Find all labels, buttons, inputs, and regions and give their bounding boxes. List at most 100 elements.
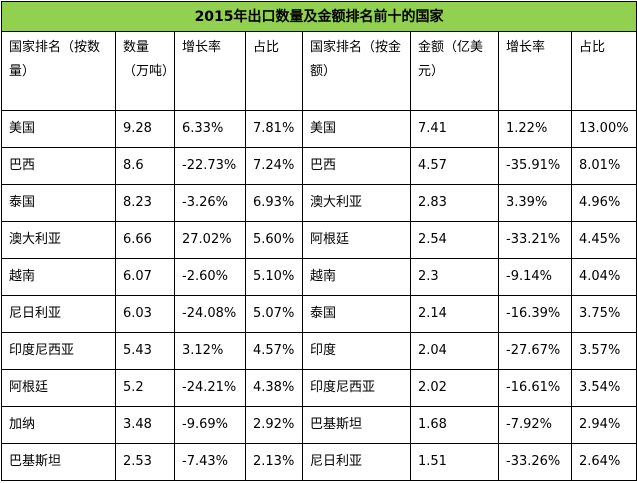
amount-growth-cell: -9.14% [498, 258, 572, 296]
amount-growth-cell: -35.91% [498, 147, 572, 185]
country-by-amount-cell: 尼日利亚 [302, 443, 411, 481]
table-row: 加纳 3.48 -9.69% 2.92% 巴基斯坦 1.68 -7.92% 2.94% [1, 406, 637, 444]
country-by-quantity-cell: 澳大利亚 [1, 221, 116, 259]
header-share-quantity: 占比 [245, 31, 303, 111]
quantity-cell: 6.07 [115, 258, 175, 296]
header-rank-by-amount: 国家排名（按金额） [302, 31, 411, 111]
amount-cell: 2.54 [410, 221, 499, 259]
quantity-growth-cell: -3.26% [174, 184, 246, 222]
header-quantity: 数量（万吨） [115, 31, 175, 111]
amount-cell: 1.68 [410, 406, 499, 444]
country-by-quantity-cell: 阿根廷 [1, 369, 116, 407]
quantity-growth-cell: 3.12% [174, 332, 246, 370]
quantity-cell: 5.43 [115, 332, 175, 370]
amount-share-cell: 3.75% [570, 295, 637, 333]
quantity-share-cell: 2.92% [245, 406, 303, 444]
table-title: 2015年出口数量及金额排名前十的国家 [0, 1, 637, 32]
quantity-cell: 6.03 [115, 295, 175, 333]
amount-share-cell: 13.00% [570, 110, 637, 148]
quantity-growth-cell: -9.69% [174, 406, 246, 444]
amount-cell: 2.14 [410, 295, 499, 333]
amount-cell: 4.57 [410, 147, 499, 185]
amount-growth-cell: -33.26% [498, 443, 572, 481]
quantity-share-cell: 7.24% [245, 147, 303, 185]
country-by-amount-cell: 美国 [302, 110, 411, 148]
country-by-amount-cell: 巴西 [302, 147, 411, 185]
quantity-share-cell: 2.13% [245, 443, 303, 481]
quantity-cell: 6.66 [115, 221, 175, 259]
country-by-amount-cell: 泰国 [302, 295, 411, 333]
amount-growth-cell: -16.39% [498, 295, 572, 333]
table-row: 巴基斯坦 2.53 -7.43% 2.13% 尼日利亚 1.51 -33.26% 2.64% [1, 443, 637, 481]
quantity-share-cell: 5.60% [245, 221, 303, 259]
quantity-share-cell: 5.07% [245, 295, 303, 333]
table-row: 印度尼西亚 5.43 3.12% 4.57% 印度 2.04 -27.67% 3.57% [1, 332, 637, 370]
quantity-growth-cell: -7.43% [174, 443, 246, 481]
quantity-cell: 5.2 [115, 369, 175, 407]
amount-share-cell: 4.45% [570, 221, 637, 259]
header-amount: 金额（亿美元） [410, 31, 499, 111]
amount-cell: 2.83 [410, 184, 499, 222]
quantity-share-cell: 5.10% [245, 258, 303, 296]
amount-growth-cell: 1.22% [498, 110, 572, 148]
table-row: 澳大利亚 6.66 27.02% 5.60% 阿根廷 2.54 -33.21% 4.45% [1, 221, 637, 259]
quantity-cell: 2.53 [115, 443, 175, 481]
amount-share-cell: 2.64% [570, 443, 637, 481]
country-by-amount-cell: 越南 [302, 258, 411, 296]
amount-share-cell: 3.54% [570, 369, 637, 407]
amount-cell: 2.04 [410, 332, 499, 370]
country-by-quantity-cell: 印度尼西亚 [1, 332, 116, 370]
table-row: 泰国 8.23 -3.26% 6.93% 澳大利亚 2.83 3.39% 4.96% [1, 184, 637, 222]
quantity-growth-cell: 6.33% [174, 110, 246, 148]
quantity-growth-cell: -24.08% [174, 295, 246, 333]
header-share-amount: 占比 [570, 31, 637, 111]
table-row: 越南 6.07 -2.60% 5.10% 越南 2.3 -9.14% 4.04% [1, 258, 637, 296]
quantity-cell: 3.48 [115, 406, 175, 444]
amount-cell: 1.51 [410, 443, 499, 481]
table-row: 美国 9.28 6.33% 7.81% 美国 7.41 1.22% 13.00% [1, 110, 637, 148]
amount-growth-cell: -33.21% [498, 221, 572, 259]
country-by-amount-cell: 印度 [302, 332, 411, 370]
amount-share-cell: 4.04% [570, 258, 637, 296]
amount-growth-cell: -16.61% [498, 369, 572, 407]
amount-cell: 7.41 [410, 110, 499, 148]
header-growth-rate-amount: 增长率 [498, 31, 572, 111]
country-by-quantity-cell: 巴基斯坦 [1, 443, 116, 481]
quantity-growth-cell: 27.02% [174, 221, 246, 259]
header-growth-rate-quantity: 增长率 [174, 31, 246, 111]
country-by-quantity-cell: 巴西 [1, 147, 116, 185]
amount-growth-cell: 3.39% [498, 184, 572, 222]
table-row: 尼日利亚 6.03 -24.08% 5.07% 泰国 2.14 -16.39% 3.75% [1, 295, 637, 333]
country-by-amount-cell: 印度尼西亚 [302, 369, 411, 407]
table-row: 阿根廷 5.2 -24.21% 4.38% 印度尼西亚 2.02 -16.61% 3.54% [1, 369, 637, 407]
quantity-share-cell: 4.38% [245, 369, 303, 407]
quantity-growth-cell: -2.60% [174, 258, 246, 296]
amount-share-cell: 3.57% [570, 332, 637, 370]
quantity-share-cell: 4.57% [245, 332, 303, 370]
country-by-quantity-cell: 越南 [1, 258, 116, 296]
quantity-growth-cell: -22.73% [174, 147, 246, 185]
title-row: 2015年出口数量及金额排名前十的国家 [0, 1, 637, 32]
quantity-cell: 8.23 [115, 184, 175, 222]
table-row: 巴西 8.6 -22.73% 7.24% 巴西 4.57 -35.91% 8.01% [1, 147, 637, 185]
header-row: 国家排名（按数量） 数量（万吨） 增长率 占比 国家排名（按金额） 金额（亿美元… [1, 31, 637, 111]
amount-share-cell: 8.01% [570, 147, 637, 185]
quantity-growth-cell: -24.21% [174, 369, 246, 407]
country-by-amount-cell: 巴基斯坦 [302, 406, 411, 444]
country-by-amount-cell: 阿根廷 [302, 221, 411, 259]
amount-growth-cell: -7.92% [498, 406, 572, 444]
quantity-cell: 9.28 [115, 110, 175, 148]
amount-share-cell: 2.94% [570, 406, 637, 444]
header-rank-by-quantity: 国家排名（按数量） [1, 31, 116, 111]
quantity-share-cell: 6.93% [245, 184, 303, 222]
amount-growth-cell: -27.67% [498, 332, 572, 370]
country-by-quantity-cell: 泰国 [1, 184, 116, 222]
country-by-quantity-cell: 加纳 [1, 406, 116, 444]
amount-share-cell: 4.96% [570, 184, 637, 222]
amount-cell: 2.3 [410, 258, 499, 296]
country-by-amount-cell: 澳大利亚 [302, 184, 411, 222]
quantity-share-cell: 7.81% [245, 110, 303, 148]
country-by-quantity-cell: 尼日利亚 [1, 295, 116, 333]
